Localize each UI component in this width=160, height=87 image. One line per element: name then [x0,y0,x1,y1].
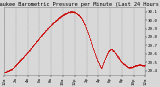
Title: Milwaukee Barometric Pressure per Minute (Last 24 Hours): Milwaukee Barometric Pressure per Minute… [0,2,160,7]
